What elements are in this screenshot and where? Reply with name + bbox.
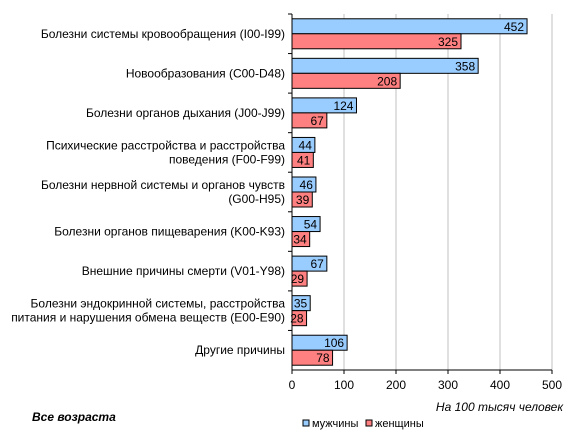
category-label: Болезни эндокринной системы, расстройств… xyxy=(31,297,286,311)
category-label: Болезни нервной системы и органов чувств xyxy=(41,178,285,192)
data-label-men: 46 xyxy=(300,178,314,192)
x-tick-label: 100 xyxy=(334,378,354,392)
legend-swatch-men xyxy=(302,419,310,427)
legend-swatch-women xyxy=(365,419,373,427)
bar-men xyxy=(291,57,479,74)
category-labels: Болезни системы кровообращения (I00-I99)… xyxy=(11,13,292,357)
category-label: Новообразования (C00-D48) xyxy=(126,66,285,80)
data-label-men: 124 xyxy=(333,99,353,113)
data-label-men: 44 xyxy=(299,138,313,152)
legend-label-women: женщины xyxy=(375,418,424,430)
category-label: Болезни органов дыхания (J00-J99) xyxy=(86,106,285,120)
data-label-women: 28 xyxy=(290,312,304,326)
x-tick-label: 500 xyxy=(542,378,562,392)
data-label-women: 78 xyxy=(316,351,330,365)
category-label: Болезни органов пищеварения (K00-K93) xyxy=(54,225,285,239)
data-label-women: 41 xyxy=(297,153,311,167)
age-group-note: Все возраста xyxy=(32,410,116,424)
data-label-women: 67 xyxy=(310,114,324,128)
category-label: Болезни системы кровообращения (I00-I99) xyxy=(41,27,285,41)
data-label-women: 325 xyxy=(438,35,458,49)
legend: мужчины женщины xyxy=(302,418,424,430)
category-label: Другие причины xyxy=(195,343,285,357)
x-tick-label: 200 xyxy=(386,378,406,392)
x-tick-label: 300 xyxy=(438,378,458,392)
data-label-men: 106 xyxy=(324,336,344,350)
legend-label-men: мужчины xyxy=(312,418,358,430)
category-label: Психические расстройства и расстройства xyxy=(46,138,285,152)
bar-men xyxy=(291,18,528,35)
data-label-women: 208 xyxy=(377,74,397,88)
category-label: (G00-H95) xyxy=(228,192,285,206)
x-axis-label: На 100 тысяч человек xyxy=(436,400,564,414)
bar-group: 4523253582081246744414639543467293528106… xyxy=(290,18,528,366)
data-label-men: 54 xyxy=(304,218,318,232)
data-label-men: 358 xyxy=(455,59,475,73)
data-label-men: 67 xyxy=(310,257,324,271)
data-label-women: 34 xyxy=(293,233,307,247)
category-label: питания и нарушения обмена веществ (E00-… xyxy=(11,311,285,325)
bar-women xyxy=(291,33,462,50)
data-label-women: 39 xyxy=(296,193,310,207)
data-label-men: 35 xyxy=(294,297,308,311)
x-tick-label: 0 xyxy=(289,378,296,392)
data-label-women: 29 xyxy=(291,272,305,286)
x-tick-label: 400 xyxy=(490,378,510,392)
category-label: Внешние причины смерти (V01-Y98) xyxy=(82,264,285,278)
x-tick-labels: 0 100 200 300 400 500 xyxy=(289,370,562,392)
data-label-men: 452 xyxy=(504,20,524,34)
category-label: поведения (F00-F99) xyxy=(169,152,285,166)
